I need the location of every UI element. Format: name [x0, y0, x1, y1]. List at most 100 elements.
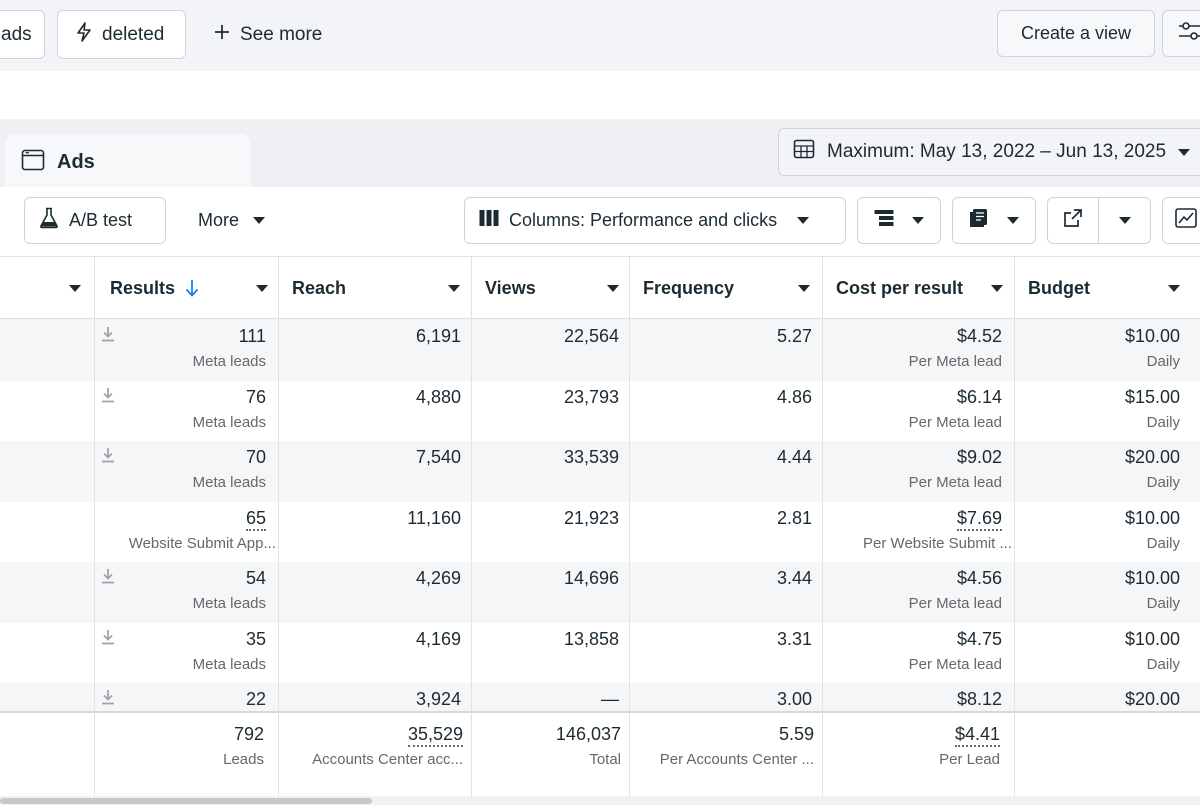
column-divider [94, 256, 95, 796]
export-button-group [1047, 197, 1151, 244]
frequency-cell: 3.31 [629, 623, 822, 684]
breakdown-dropdown[interactable] [857, 197, 941, 244]
lightning-icon [76, 21, 92, 48]
download-icon[interactable] [101, 387, 115, 403]
filter-settings-button[interactable] [1162, 10, 1200, 57]
chevron-down-icon[interactable] [798, 285, 810, 292]
tab-ads[interactable]: Ads [5, 134, 250, 190]
cost-per-result-value: $9.02 [956, 447, 1002, 467]
table-row[interactable]: 70 Meta leads 7,540 33,539 4.44 $9.02 Per Meta… [0, 441, 1200, 502]
chevron-down-icon[interactable] [991, 285, 1003, 292]
ad-name-cell[interactable] [0, 381, 94, 442]
download-icon[interactable] [101, 568, 115, 584]
horizontal-scrollbar[interactable] [0, 796, 1200, 805]
ad-name-cell[interactable] [0, 441, 94, 502]
more-dropdown[interactable]: More [180, 197, 266, 244]
total-cost-per-result-label: Per Lead [939, 751, 1000, 768]
export-button[interactable] [1048, 198, 1100, 243]
cost-per-result-value: $8.12 [956, 689, 1002, 709]
column-divider [1014, 256, 1015, 796]
chevron-down-icon[interactable] [448, 285, 460, 292]
filter-pill-ads[interactable]: ads [0, 10, 45, 59]
views-cell: 23,793 [471, 381, 629, 442]
charts-button[interactable] [1162, 197, 1200, 244]
ad-name-cell[interactable] [0, 320, 94, 381]
total-cost-per-result-value[interactable]: $4.41 [954, 724, 1000, 747]
reach-value: 11,160 [407, 507, 461, 528]
reach-cell: 6,191 [278, 320, 471, 381]
total-reach-value[interactable]: 35,529 [407, 724, 463, 747]
column-divider [629, 256, 630, 796]
table-row[interactable]: 76 Meta leads 4,880 23,793 4.86 $6.14 Per Meta… [0, 381, 1200, 442]
cost-per-result-cell: $6.14 Per Meta lead [822, 381, 1014, 442]
create-view-button[interactable]: Create a view [997, 10, 1155, 57]
results-cell: 35 Meta leads [95, 623, 278, 684]
chevron-down-icon[interactable] [69, 285, 81, 292]
ad-name-cell[interactable] [0, 562, 94, 623]
sort-descending-icon [185, 279, 199, 297]
reports-dropdown[interactable] [952, 197, 1036, 244]
ad-name-cell[interactable] [0, 502, 94, 563]
frequency-cell: 3.44 [629, 562, 822, 623]
results-value: 111 [238, 326, 266, 346]
results-label: Meta leads [192, 655, 266, 673]
column-header-frequency[interactable]: Frequency [629, 257, 822, 319]
reports-icon [969, 208, 989, 233]
column-header-views-label: Views [485, 277, 536, 298]
budget-value: $10.00 [1124, 568, 1180, 588]
results-cell: 111 Meta leads [95, 320, 278, 381]
column-header-results[interactable]: Results [95, 257, 278, 319]
column-header-budget[interactable]: Budget [1014, 257, 1200, 319]
total-frequency-cell: 5.59 Per Accounts Center ... [629, 713, 822, 774]
chevron-down-icon[interactable] [1168, 285, 1180, 292]
column-header-budget-label: Budget [1028, 277, 1090, 298]
cost-per-result-cell: $9.02 Per Meta lead [822, 441, 1014, 502]
table-row[interactable]: 111 Meta leads 6,191 22,564 5.27 $4.52 Per Met… [0, 320, 1200, 381]
budget-value: $20.00 [1124, 447, 1180, 467]
views-cell: 13,858 [471, 623, 629, 684]
column-header-name[interactable] [0, 257, 95, 319]
date-range-picker[interactable]: Maximum: May 13, 2022 – Jun 13, 2025 [778, 128, 1200, 176]
ab-test-label: A/B test [69, 210, 133, 230]
download-icon[interactable] [101, 629, 115, 645]
budget-label: Daily [1146, 595, 1180, 612]
ad-name-cell[interactable] [0, 623, 94, 684]
views-value: 13,858 [563, 628, 619, 649]
columns-dropdown[interactable]: Columns: Performance and clicks [464, 197, 846, 244]
filter-bar: ads deleted See more Create a view [0, 0, 1200, 71]
table-row[interactable]: 65 Website Submit App... 11,160 21,923 2.81 $… [0, 502, 1200, 563]
total-frequency-value: 5.59 [778, 724, 814, 744]
download-icon[interactable] [101, 326, 115, 342]
chevron-down-icon[interactable] [607, 285, 619, 292]
results-value[interactable]: 65 [245, 508, 266, 531]
frequency-value: 3.44 [776, 568, 812, 588]
frequency-cell: 4.86 [629, 381, 822, 442]
export-icon [1063, 208, 1083, 233]
results-value: 35 [245, 628, 266, 649]
table-row[interactable]: 54 Meta leads 4,269 14,696 3.44 $4.56 Per Meta… [0, 562, 1200, 623]
results-label: Meta leads [192, 474, 266, 491]
views-value: 33,539 [563, 447, 619, 467]
reach-value: 4,880 [415, 386, 461, 407]
see-more-button[interactable]: See more [214, 10, 322, 59]
cost-per-result-label: Per Meta lead [908, 353, 1002, 370]
results-value: 54 [245, 568, 266, 588]
chevron-down-icon [912, 217, 924, 224]
budget-cell: $15.00 Daily [1014, 381, 1200, 442]
column-header-views[interactable]: Views [471, 257, 629, 319]
cost-per-result-value[interactable]: $7.69 [956, 508, 1002, 531]
chevron-down-icon[interactable] [256, 285, 268, 292]
column-header-cost-per-result[interactable]: Cost per result [822, 257, 1014, 319]
cost-per-result-value: $6.14 [956, 386, 1002, 407]
export-options-button[interactable] [1099, 198, 1150, 243]
download-icon[interactable] [101, 447, 115, 463]
column-header-reach[interactable]: Reach [278, 257, 471, 319]
table-row[interactable]: 35 Meta leads 4,169 13,858 3.31 $4.75 Per Meta… [0, 623, 1200, 684]
results-label: Meta leads [192, 353, 266, 370]
filter-pill-deleted[interactable]: deleted [57, 10, 186, 59]
horizontal-scrollbar-thumb[interactable] [0, 798, 372, 804]
ab-test-button[interactable]: A/B test [24, 197, 166, 244]
results-label: Meta leads [192, 413, 266, 431]
download-icon[interactable] [101, 689, 115, 705]
cost-per-result-cell: $8.12 [822, 683, 1014, 744]
